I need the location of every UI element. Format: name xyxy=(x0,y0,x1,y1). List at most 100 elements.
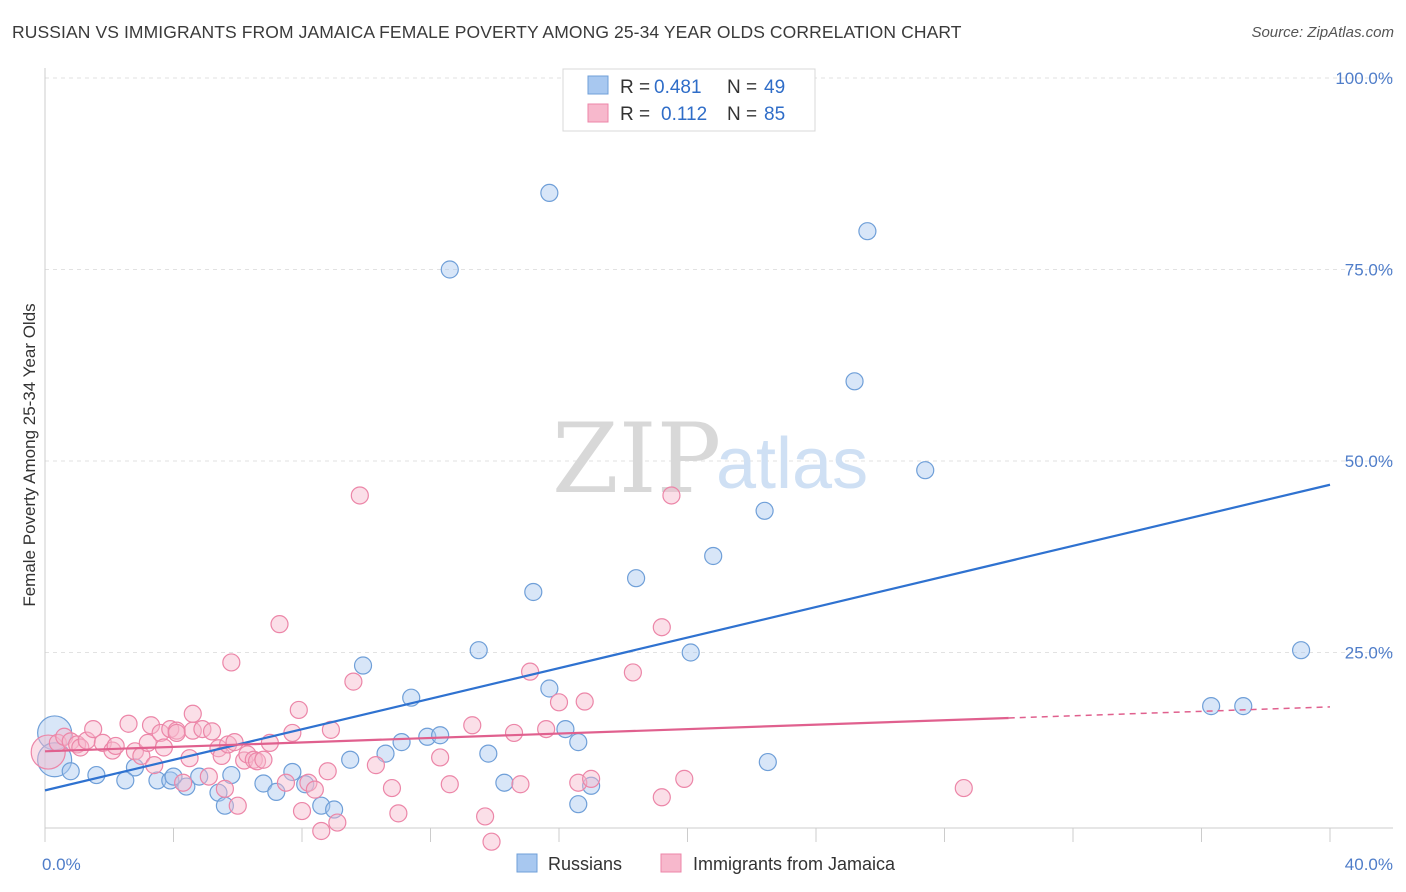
jamaica-point xyxy=(225,733,244,752)
jamaica-point xyxy=(183,704,202,723)
jamaica-point xyxy=(328,813,347,832)
russians-point xyxy=(540,183,559,202)
x-tick-label-max: 40.0% xyxy=(1345,855,1393,874)
jamaica-point xyxy=(389,804,408,823)
russians-point xyxy=(1291,641,1311,660)
x-tick-label-min: 0.0% xyxy=(42,855,81,874)
legend-bottom-russians-label: Russians xyxy=(548,854,622,874)
russians-point xyxy=(758,752,777,772)
legend-bottom-jamaica-label: Immigrants from Jamaica xyxy=(693,854,896,874)
watermark-zip: ZIP xyxy=(552,403,721,515)
russians-point xyxy=(626,569,646,588)
jamaica-point xyxy=(84,719,103,739)
jamaica-point xyxy=(440,775,459,794)
jamaica-point xyxy=(106,736,125,756)
russians-point xyxy=(267,782,286,802)
jamaica-point xyxy=(463,716,482,735)
legend-jamaica-r-label: R = xyxy=(620,104,650,125)
legend-bottom-jamaica-swatch xyxy=(660,853,682,873)
jamaica-point xyxy=(199,767,218,786)
russians-point xyxy=(755,501,774,520)
russians-point xyxy=(440,260,459,279)
legend-bottom-russians-swatch xyxy=(516,853,538,873)
jamaica-point xyxy=(228,796,247,815)
russians-point xyxy=(164,767,183,786)
russians-point xyxy=(1234,697,1253,716)
jamaica-point xyxy=(504,723,524,743)
legend-bottom: Russians Immigrants from Jamaica xyxy=(516,853,896,874)
legend-jamaica-n-label: N = xyxy=(727,104,757,125)
jamaica-point xyxy=(305,780,324,799)
legend-russians-n-value: 49 xyxy=(764,77,785,98)
axes xyxy=(44,68,1393,829)
jamaica-point xyxy=(299,773,318,792)
jamaica-point xyxy=(675,769,694,788)
series-jamaica-points xyxy=(30,486,973,851)
jamaica-point xyxy=(141,716,161,735)
jamaica-point xyxy=(215,779,234,798)
legend-russians-n-label: N = xyxy=(727,77,757,98)
jamaica-point xyxy=(222,653,241,672)
jamaica-point xyxy=(151,723,170,743)
series-russians-points xyxy=(37,183,1311,819)
source-credit: Source: ZipAtlas.com xyxy=(1251,24,1394,41)
y-tick-label: 100.0% xyxy=(1335,69,1393,88)
jamaica-trend-line-extension xyxy=(1008,706,1331,719)
jamaica-point xyxy=(254,750,273,769)
russians-point xyxy=(540,679,559,698)
y-tick-label: 50.0% xyxy=(1345,452,1393,471)
watermark-atlas: atlas xyxy=(716,424,868,504)
russians-point xyxy=(569,733,588,752)
russians-point xyxy=(190,767,209,786)
x-ticks xyxy=(44,828,1331,842)
jamaica-point xyxy=(270,615,289,634)
russians-point xyxy=(254,774,273,793)
data-points xyxy=(30,183,1311,851)
jamaica-point xyxy=(312,821,331,841)
jamaica-point xyxy=(549,693,569,712)
jamaica-point xyxy=(289,700,308,720)
jamaica-point xyxy=(582,769,601,788)
y-tick-label: 25.0% xyxy=(1345,644,1393,663)
russians-point xyxy=(1202,697,1221,716)
jamaica-point xyxy=(350,486,369,505)
russians-point xyxy=(431,726,450,745)
legend-jamaica-swatch xyxy=(587,103,609,123)
legend-jamaica-n-value: 85 xyxy=(764,104,785,125)
jamaica-point xyxy=(382,778,402,798)
russians-point xyxy=(704,546,723,566)
russians-point xyxy=(61,762,80,781)
jamaica-point xyxy=(511,775,530,794)
jamaica-point xyxy=(520,662,540,681)
russians-point xyxy=(469,641,488,660)
russians-trend-line xyxy=(44,483,1331,792)
russians-point xyxy=(845,372,864,391)
legend-jamaica-r-value: 0.112 xyxy=(661,104,707,125)
legend-russians-swatch xyxy=(587,75,609,95)
jamaica-point xyxy=(247,752,267,771)
jamaica-point xyxy=(482,832,501,851)
russians-point xyxy=(524,582,543,602)
chart-title: RUSSIAN VS IMMIGRANTS FROM JAMAICA FEMAL… xyxy=(12,22,962,42)
russians-point xyxy=(858,222,877,241)
jamaica-trend-line xyxy=(44,716,1009,753)
jamaica-point xyxy=(276,773,296,792)
jamaica-point xyxy=(68,735,87,754)
russians-point xyxy=(392,733,411,752)
y-axis-label: Female Poverty Among 25-34 Year Olds xyxy=(20,303,39,606)
jamaica-point xyxy=(119,714,138,733)
jamaica-point xyxy=(174,773,193,792)
jamaica-point xyxy=(344,672,363,691)
russians-point xyxy=(681,643,700,662)
jamaica-point xyxy=(202,722,222,741)
jamaica-point xyxy=(318,762,337,781)
jamaica-point xyxy=(652,788,671,807)
jamaica-point xyxy=(623,663,642,682)
jamaica-point xyxy=(652,618,671,637)
russians-point xyxy=(569,795,588,814)
legend-russians-r-value: 0.481 xyxy=(654,77,702,98)
grid-lines xyxy=(45,77,1393,653)
russians-point xyxy=(116,771,135,790)
y-tick-label: 75.0% xyxy=(1345,261,1393,280)
trend-lines xyxy=(44,483,1331,792)
